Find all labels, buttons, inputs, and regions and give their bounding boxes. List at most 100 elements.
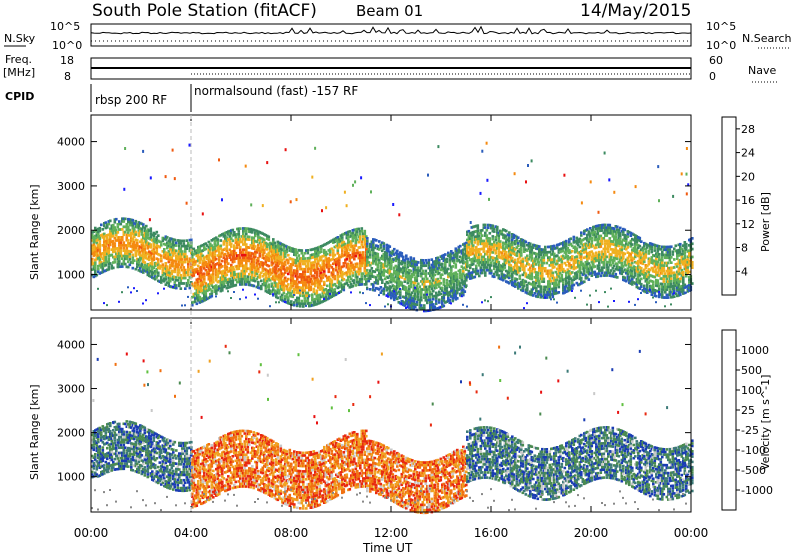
- echo-cell: [502, 262, 505, 266]
- echo-cell: [157, 260, 160, 264]
- echo-cell: [517, 284, 520, 287]
- echo-cell: [357, 246, 361, 249]
- echo-cell: [242, 235, 245, 238]
- echo-cell: [148, 237, 151, 240]
- echo-cell: [560, 268, 564, 272]
- echo-cell: [266, 269, 269, 272]
- echo-cell: [110, 240, 114, 243]
- echo-cell: [320, 284, 323, 288]
- echo-cell: [351, 245, 355, 248]
- echo-cell: [459, 287, 462, 291]
- echo-cell: [278, 241, 281, 245]
- echo-cell: [399, 275, 402, 278]
- echo-cell: [329, 285, 332, 289]
- echo-cell: [197, 293, 200, 297]
- echo-cell: [476, 248, 480, 251]
- echo-cell: [94, 248, 97, 251]
- echo-cell: [400, 302, 404, 306]
- echo-cell: [403, 264, 407, 267]
- echo-cell: [158, 253, 162, 257]
- echo-cell: [515, 272, 519, 276]
- echo-cell: [341, 236, 344, 239]
- echo-cell: [393, 287, 396, 291]
- echo-cell: [526, 289, 529, 292]
- echo-cell: [616, 230, 619, 234]
- echo-cell: [330, 282, 334, 285]
- echo-cell: [405, 286, 408, 289]
- echo-cell: [139, 240, 142, 244]
- echo-cell: [345, 244, 349, 248]
- echo-cell: [366, 255, 369, 259]
- echo-cell: [460, 252, 464, 255]
- echo-cell: [330, 290, 334, 293]
- echo-cell: [640, 272, 643, 275]
- echo-cell: [306, 249, 310, 252]
- echo-cell: [632, 281, 636, 284]
- echo-cell: [397, 274, 401, 278]
- echo-cell: [390, 264, 393, 268]
- echo-cell: [239, 237, 242, 241]
- echo-cell: [155, 246, 159, 250]
- echo-cell: [459, 271, 462, 275]
- echo-cell: [381, 262, 384, 266]
- echo-cell: [497, 252, 501, 256]
- echo-cell: [243, 272, 247, 276]
- echo-cell: [406, 273, 410, 277]
- echo-cell: [146, 236, 150, 239]
- echo-cell: [421, 282, 425, 286]
- echo-cell: [348, 240, 352, 244]
- echo-cell: [122, 217, 126, 221]
- echo-cell: [224, 237, 227, 240]
- echo-cell: [547, 290, 550, 294]
- echo-cell: [441, 254, 444, 258]
- echo-cell: [321, 268, 325, 271]
- echo-cell: [146, 268, 150, 271]
- echo-cell: [406, 271, 410, 274]
- echo-cell: [233, 249, 236, 253]
- echo-cell: [107, 222, 111, 226]
- echo-cell: [130, 221, 133, 224]
- echo-cell: [366, 242, 369, 245]
- echo-cell: [91, 260, 94, 264]
- echo-cell: [607, 229, 610, 232]
- echo-cell: [632, 275, 636, 279]
- echo-cell: [182, 242, 186, 245]
- echo-cell: [560, 255, 564, 258]
- echo-cell: [254, 274, 257, 278]
- echo-cell: [451, 281, 455, 284]
- echo-cell: [574, 274, 577, 278]
- echo-cell: [554, 254, 558, 258]
- echo-cell: [282, 281, 286, 284]
- echo-cell: [381, 281, 384, 284]
- echo-cell: [411, 272, 414, 276]
- echo-cell: [396, 284, 399, 287]
- echo-cell: [415, 287, 419, 291]
- echo-cell: [610, 240, 613, 243]
- echo-cell: [128, 218, 132, 221]
- echo-cell: [263, 241, 266, 244]
- echo-cell: [127, 249, 130, 253]
- echo-cell: [314, 276, 317, 280]
- echo-cell: [508, 271, 511, 274]
- echo-cell: [625, 258, 628, 262]
- echo-cell: [94, 226, 97, 230]
- echo-cell: [356, 278, 359, 281]
- echo-cell: [273, 268, 277, 271]
- echo-cell: [365, 283, 368, 286]
- echo-cell: [613, 230, 616, 233]
- echo-cell: [303, 262, 307, 266]
- echo-cell: [145, 243, 148, 247]
- echo-cell: [356, 233, 359, 236]
- echo-cell: [357, 283, 361, 287]
- ground-scatter-cell: [194, 297, 196, 300]
- noise-left-tick-top: 10^5: [50, 20, 80, 33]
- echo-cell: [637, 238, 640, 242]
- echo-cell: [423, 306, 426, 310]
- echo-cell: [584, 250, 588, 253]
- echo-cell: [641, 289, 645, 292]
- echo-cell: [512, 284, 516, 288]
- echo-cell: [634, 266, 637, 269]
- echo-cell: [620, 243, 624, 246]
- echo-cell: [315, 292, 319, 295]
- echo-cell: [598, 224, 601, 227]
